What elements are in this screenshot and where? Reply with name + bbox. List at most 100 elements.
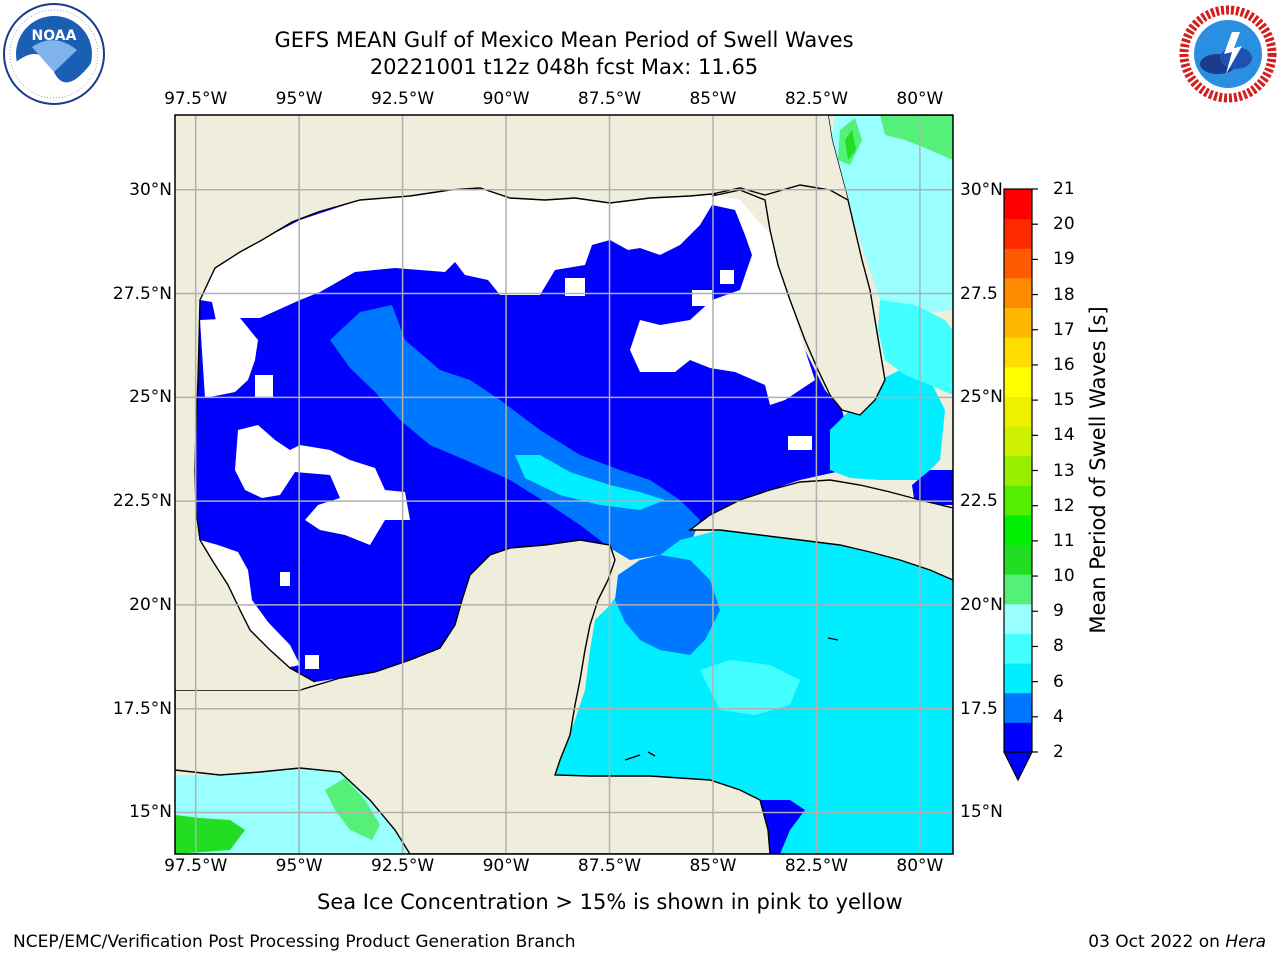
colorbar <box>1003 188 1038 782</box>
lat-tick-right: 27.5 <box>960 283 998 304</box>
colorbar-segment <box>1004 366 1032 397</box>
lat-tick-left: 25°N <box>129 387 172 408</box>
pacific-field-10s <box>325 778 380 840</box>
colorbar-segment <box>1004 722 1032 753</box>
lat-tick-left: 17.5°N <box>112 698 172 719</box>
gulf-band-cyan <box>515 455 665 510</box>
lon-tick-bottom: 90°W <box>482 856 530 876</box>
footer-date: 03 Oct 2022 on Hera <box>1088 932 1266 952</box>
lon-tick-top: 80°W <box>896 89 944 109</box>
atlantic-field-10s <box>880 115 953 160</box>
colorbar-tick-label: 15 <box>1053 390 1075 411</box>
lat-tick-left: 20°N <box>129 594 172 615</box>
no-data-north <box>200 188 815 405</box>
colorbar-tick-label: 17 <box>1053 319 1075 340</box>
no-data-patch-2 <box>255 375 273 397</box>
footer-machine: Hera <box>1225 932 1266 952</box>
lat-tick-right: 20°N <box>960 594 1003 615</box>
title-line-2: 20221001 t12z 048h fcst Max: 11.65 <box>369 55 759 79</box>
colorbar-tick-label: 2 <box>1053 742 1064 762</box>
caribbean-low-2-4s <box>760 800 805 854</box>
no-data-patch-5 <box>565 278 585 296</box>
no-data-patch-4 <box>305 655 319 669</box>
pacific-field-11s <box>175 815 245 854</box>
lon-tick-bottom: 92.5°W <box>371 856 435 876</box>
no-data-patch-1 <box>235 425 410 545</box>
lon-tick-top: 82.5°W <box>784 89 849 109</box>
colorbar-tick-label: 14 <box>1053 425 1075 446</box>
colorbar-segment <box>1004 574 1032 605</box>
colorbar-segment <box>1004 455 1032 486</box>
colorbar-tick-label: 6 <box>1053 671 1064 692</box>
no-data-west <box>200 318 258 398</box>
lat-tick-right: 17.5 <box>960 698 998 719</box>
lon-tick-top: 90°W <box>482 89 530 109</box>
nws-logo <box>1178 4 1278 104</box>
colorbar-tick-label: 10 <box>1053 566 1075 587</box>
colorbar-tick-label: 9 <box>1053 601 1064 622</box>
us-coastline <box>194 184 849 683</box>
colorbar-segment <box>1004 248 1032 279</box>
colorbar-segment <box>1004 663 1032 694</box>
no-data-patch-7 <box>720 270 734 284</box>
colorbar-tick-label: 11 <box>1053 530 1075 551</box>
lon-tick-bottom: 95°W <box>275 856 323 876</box>
island-cozumel <box>624 751 656 761</box>
lat-tick-right: 15°N <box>960 802 1003 823</box>
lon-tick-bottom: 82.5°W <box>784 856 849 876</box>
caribbean-light-patch <box>700 660 800 715</box>
colorbar-segment <box>1004 337 1032 368</box>
colorbar-segment <box>1004 544 1032 575</box>
colorbar-label: Mean Period of Swell Waves [s] <box>1086 306 1110 634</box>
noaa-logo: NOAA <box>3 3 105 105</box>
lat-tick-right: 22.5 <box>960 491 998 512</box>
lat-tick-left: 15°N <box>129 802 172 823</box>
lat-tick-right: 25°N <box>960 387 1003 408</box>
colorbar-tick-label: 12 <box>1053 495 1075 516</box>
colorbar-tick-label: 20 <box>1053 214 1075 235</box>
lon-tick-top: 85°W <box>689 89 737 109</box>
colorbar-segment <box>1004 396 1032 427</box>
colorbar-segment <box>1004 426 1032 457</box>
no-data-patch-8 <box>788 436 812 450</box>
no-data-west-lower <box>200 540 300 668</box>
colorbar-tick-label: 4 <box>1053 706 1064 727</box>
footer-branch: NCEP/EMC/Verification Post Processing Pr… <box>13 932 576 952</box>
lon-tick-top: 92.5°W <box>371 89 435 109</box>
colorbar-tick-label: 13 <box>1053 460 1075 481</box>
colorbar-segment <box>1004 307 1032 338</box>
colorbar-extend-triangle <box>1003 751 1033 782</box>
lon-tick-bottom: 97.5°W <box>164 856 228 876</box>
colorbar-tick-label: 21 <box>1053 179 1075 199</box>
colorbar-segment <box>1004 189 1032 220</box>
lat-tick-right: 30°N <box>960 179 1003 200</box>
cuba-land <box>687 479 953 581</box>
lon-tick-bottom: 87.5°W <box>577 856 642 876</box>
lat-tick-left: 30°N <box>129 179 172 200</box>
lon-tick-bottom: 80°W <box>896 856 944 876</box>
map-panel <box>175 115 953 854</box>
footer-date-text: 03 Oct 2022 on <box>1088 932 1220 952</box>
lon-tick-top: 87.5°W <box>577 89 642 109</box>
colorbar-segment <box>1004 603 1032 634</box>
atlantic-field-9s <box>830 115 953 315</box>
sea-ice-note: Sea Ice Concentration > 15% is shown in … <box>317 890 903 914</box>
colorbar-tick-label: 18 <box>1053 284 1075 305</box>
lat-tick-left: 22.5°N <box>112 491 172 512</box>
colorbar-tick-label: 19 <box>1053 249 1075 270</box>
island-caymans <box>827 637 839 641</box>
colorbar-segment <box>1004 692 1032 723</box>
no-data-patch-6 <box>692 290 712 306</box>
graticule <box>175 115 953 854</box>
colorbar-tick-label: 16 <box>1053 354 1075 375</box>
colorbar-segment <box>1004 277 1032 309</box>
colorbar-segment <box>1004 485 1032 516</box>
colorbar-segment <box>1004 218 1032 249</box>
colorbar-segment <box>1004 633 1032 664</box>
bahamas-low <box>912 470 953 505</box>
us-gulf-coast-land <box>175 115 848 690</box>
atlantic-patch-darkgreen <box>845 130 856 160</box>
bahamas-light <box>878 300 953 395</box>
svg-text:NOAA: NOAA <box>32 28 77 44</box>
